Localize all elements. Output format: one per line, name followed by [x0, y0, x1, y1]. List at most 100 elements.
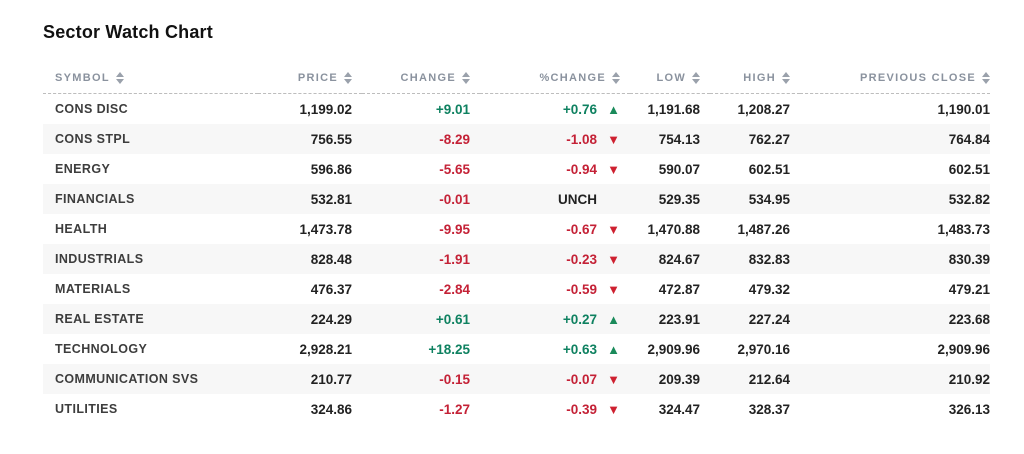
- price-cell: 596.86: [310, 161, 352, 177]
- pct-change-value: -0.23: [566, 251, 597, 267]
- pct-change-cell: -0.94 ▼: [480, 154, 630, 184]
- pct-change-value: -0.94: [566, 161, 597, 177]
- column-header-pct-change[interactable]: %CHANGE: [480, 63, 630, 94]
- change-cell: -1.27: [439, 401, 470, 417]
- pct-change-value: +0.76: [562, 101, 597, 117]
- pct-change-cell: +0.76 ▲: [480, 94, 630, 125]
- pct-change-cell: -0.07 ▼: [480, 364, 630, 394]
- table-row: INDUSTRIALS 828.48 -1.91 -0.23 ▼ 824.67 …: [43, 244, 990, 274]
- table-row: FINANCIALS 532.81 -0.01 UNCH 529.35 534.…: [43, 184, 990, 214]
- prev-close-cell: 2,909.96: [937, 341, 990, 357]
- price-cell: 224.29: [310, 311, 352, 327]
- prev-close-cell: 1,483.73: [937, 221, 990, 237]
- low-cell: 590.07: [658, 161, 700, 177]
- symbol-cell: UTILITIES: [55, 402, 118, 416]
- prev-close-cell: 1,190.01: [937, 101, 990, 117]
- pct-change-cell: -0.23 ▼: [480, 244, 630, 274]
- symbol-cell: CONS STPL: [55, 132, 131, 146]
- price-cell: 756.55: [310, 131, 352, 147]
- column-header-low[interactable]: LOW: [630, 63, 710, 94]
- pct-change-arrow-icon: ▲: [607, 311, 620, 327]
- sector-watch-page: Sector Watch Chart SYMBOL PRICE CHANGE %…: [43, 22, 990, 424]
- table-row: UTILITIES 324.86 -1.27 -0.39 ▼ 324.47 32…: [43, 394, 990, 424]
- price-cell: 1,473.78: [299, 221, 352, 237]
- pct-change-cell: -0.39 ▼: [480, 394, 630, 424]
- page-title: Sector Watch Chart: [43, 22, 213, 42]
- pct-change-arrow-icon: ▼: [607, 251, 620, 267]
- pct-change-cell: -0.67 ▼: [480, 214, 630, 244]
- symbol-cell: TECHNOLOGY: [55, 342, 148, 356]
- column-header-high[interactable]: HIGH: [710, 63, 800, 94]
- symbol-cell: INDUSTRIALS: [55, 252, 144, 266]
- column-header-price[interactable]: PRICE: [258, 63, 362, 94]
- table-header-row: SYMBOL PRICE CHANGE %CHANGE LOW HIGH: [43, 63, 990, 94]
- pct-change-arrow-icon: ▲: [607, 101, 620, 117]
- pct-change-cell: -1.08 ▼: [480, 124, 630, 154]
- table-body: CONS DISC 1,199.02 +9.01 +0.76 ▲ 1,191.6…: [43, 94, 990, 425]
- pct-change-cell: UNCH: [480, 184, 630, 214]
- change-cell: -1.91: [439, 251, 470, 267]
- change-cell: +18.25: [428, 341, 470, 357]
- change-cell: +9.01: [435, 101, 470, 117]
- high-cell: 762.27: [748, 131, 790, 147]
- symbol-cell: REAL ESTATE: [55, 312, 145, 326]
- prev-close-cell: 764.84: [948, 131, 990, 147]
- pct-change-cell: +0.27 ▲: [480, 304, 630, 334]
- pct-change-arrow-icon: ▲: [607, 341, 620, 357]
- pct-change-arrow-icon: ▼: [607, 401, 620, 417]
- low-cell: 754.13: [658, 131, 700, 147]
- sort-icon: [782, 72, 790, 84]
- column-header-label: LOW: [656, 72, 686, 84]
- low-cell: 223.91: [658, 311, 700, 327]
- pct-change-cell: -0.59 ▼: [480, 274, 630, 304]
- symbol-cell: MATERIALS: [55, 282, 131, 296]
- low-cell: 324.47: [658, 401, 700, 417]
- high-cell: 534.95: [748, 191, 790, 207]
- symbol-cell: FINANCIALS: [55, 192, 135, 206]
- price-cell: 476.37: [310, 281, 352, 297]
- change-cell: -8.29: [439, 131, 470, 147]
- change-cell: -2.84: [439, 281, 470, 297]
- column-header-label: HIGH: [743, 72, 776, 84]
- price-cell: 828.48: [310, 251, 352, 267]
- low-cell: 1,191.68: [647, 101, 700, 117]
- high-cell: 1,487.26: [737, 221, 790, 237]
- price-cell: 1,199.02: [299, 101, 352, 117]
- table-row: CONS STPL 756.55 -8.29 -1.08 ▼ 754.13 76…: [43, 124, 990, 154]
- symbol-cell: ENERGY: [55, 162, 111, 176]
- prev-close-cell: 326.13: [948, 401, 990, 417]
- column-header-change[interactable]: CHANGE: [362, 63, 480, 94]
- low-cell: 209.39: [658, 371, 700, 387]
- pct-change-value: -0.59: [566, 281, 597, 297]
- pct-change-value: +0.63: [562, 341, 597, 357]
- pct-change-value: -1.08: [566, 131, 597, 147]
- pct-change-arrow-icon: ▼: [607, 161, 620, 177]
- table-row: COMMUNICATION SVS 210.77 -0.15 -0.07 ▼ 2…: [43, 364, 990, 394]
- pct-change-arrow-icon: ▼: [607, 371, 620, 387]
- low-cell: 824.67: [658, 251, 700, 267]
- pct-change-value: -0.39: [566, 401, 597, 417]
- high-cell: 227.24: [748, 311, 790, 327]
- symbol-cell: CONS DISC: [55, 102, 129, 116]
- prev-close-cell: 830.39: [948, 251, 990, 267]
- sort-icon: [612, 72, 620, 84]
- low-cell: 529.35: [658, 191, 700, 207]
- pct-change-value: -0.67: [566, 221, 597, 237]
- prev-close-cell: 602.51: [948, 161, 990, 177]
- column-header-previous-close[interactable]: PREVIOUS CLOSE: [800, 63, 990, 94]
- prev-close-cell: 532.82: [948, 191, 990, 207]
- column-header-label: SYMBOL: [55, 72, 110, 84]
- pct-change-value: -0.07: [566, 371, 597, 387]
- column-header-label: %CHANGE: [539, 72, 606, 84]
- column-header-symbol[interactable]: SYMBOL: [43, 63, 258, 94]
- column-header-label: PREVIOUS CLOSE: [860, 72, 976, 84]
- high-cell: 602.51: [748, 161, 790, 177]
- symbol-cell: COMMUNICATION SVS: [55, 372, 199, 386]
- sector-watch-table: SYMBOL PRICE CHANGE %CHANGE LOW HIGH: [43, 63, 990, 424]
- pct-change-cell: +0.63 ▲: [480, 334, 630, 364]
- pct-change-value: UNCH: [558, 191, 597, 207]
- table-row: MATERIALS 476.37 -2.84 -0.59 ▼ 472.87 47…: [43, 274, 990, 304]
- high-cell: 479.32: [748, 281, 790, 297]
- low-cell: 2,909.96: [647, 341, 700, 357]
- price-cell: 210.77: [310, 371, 352, 387]
